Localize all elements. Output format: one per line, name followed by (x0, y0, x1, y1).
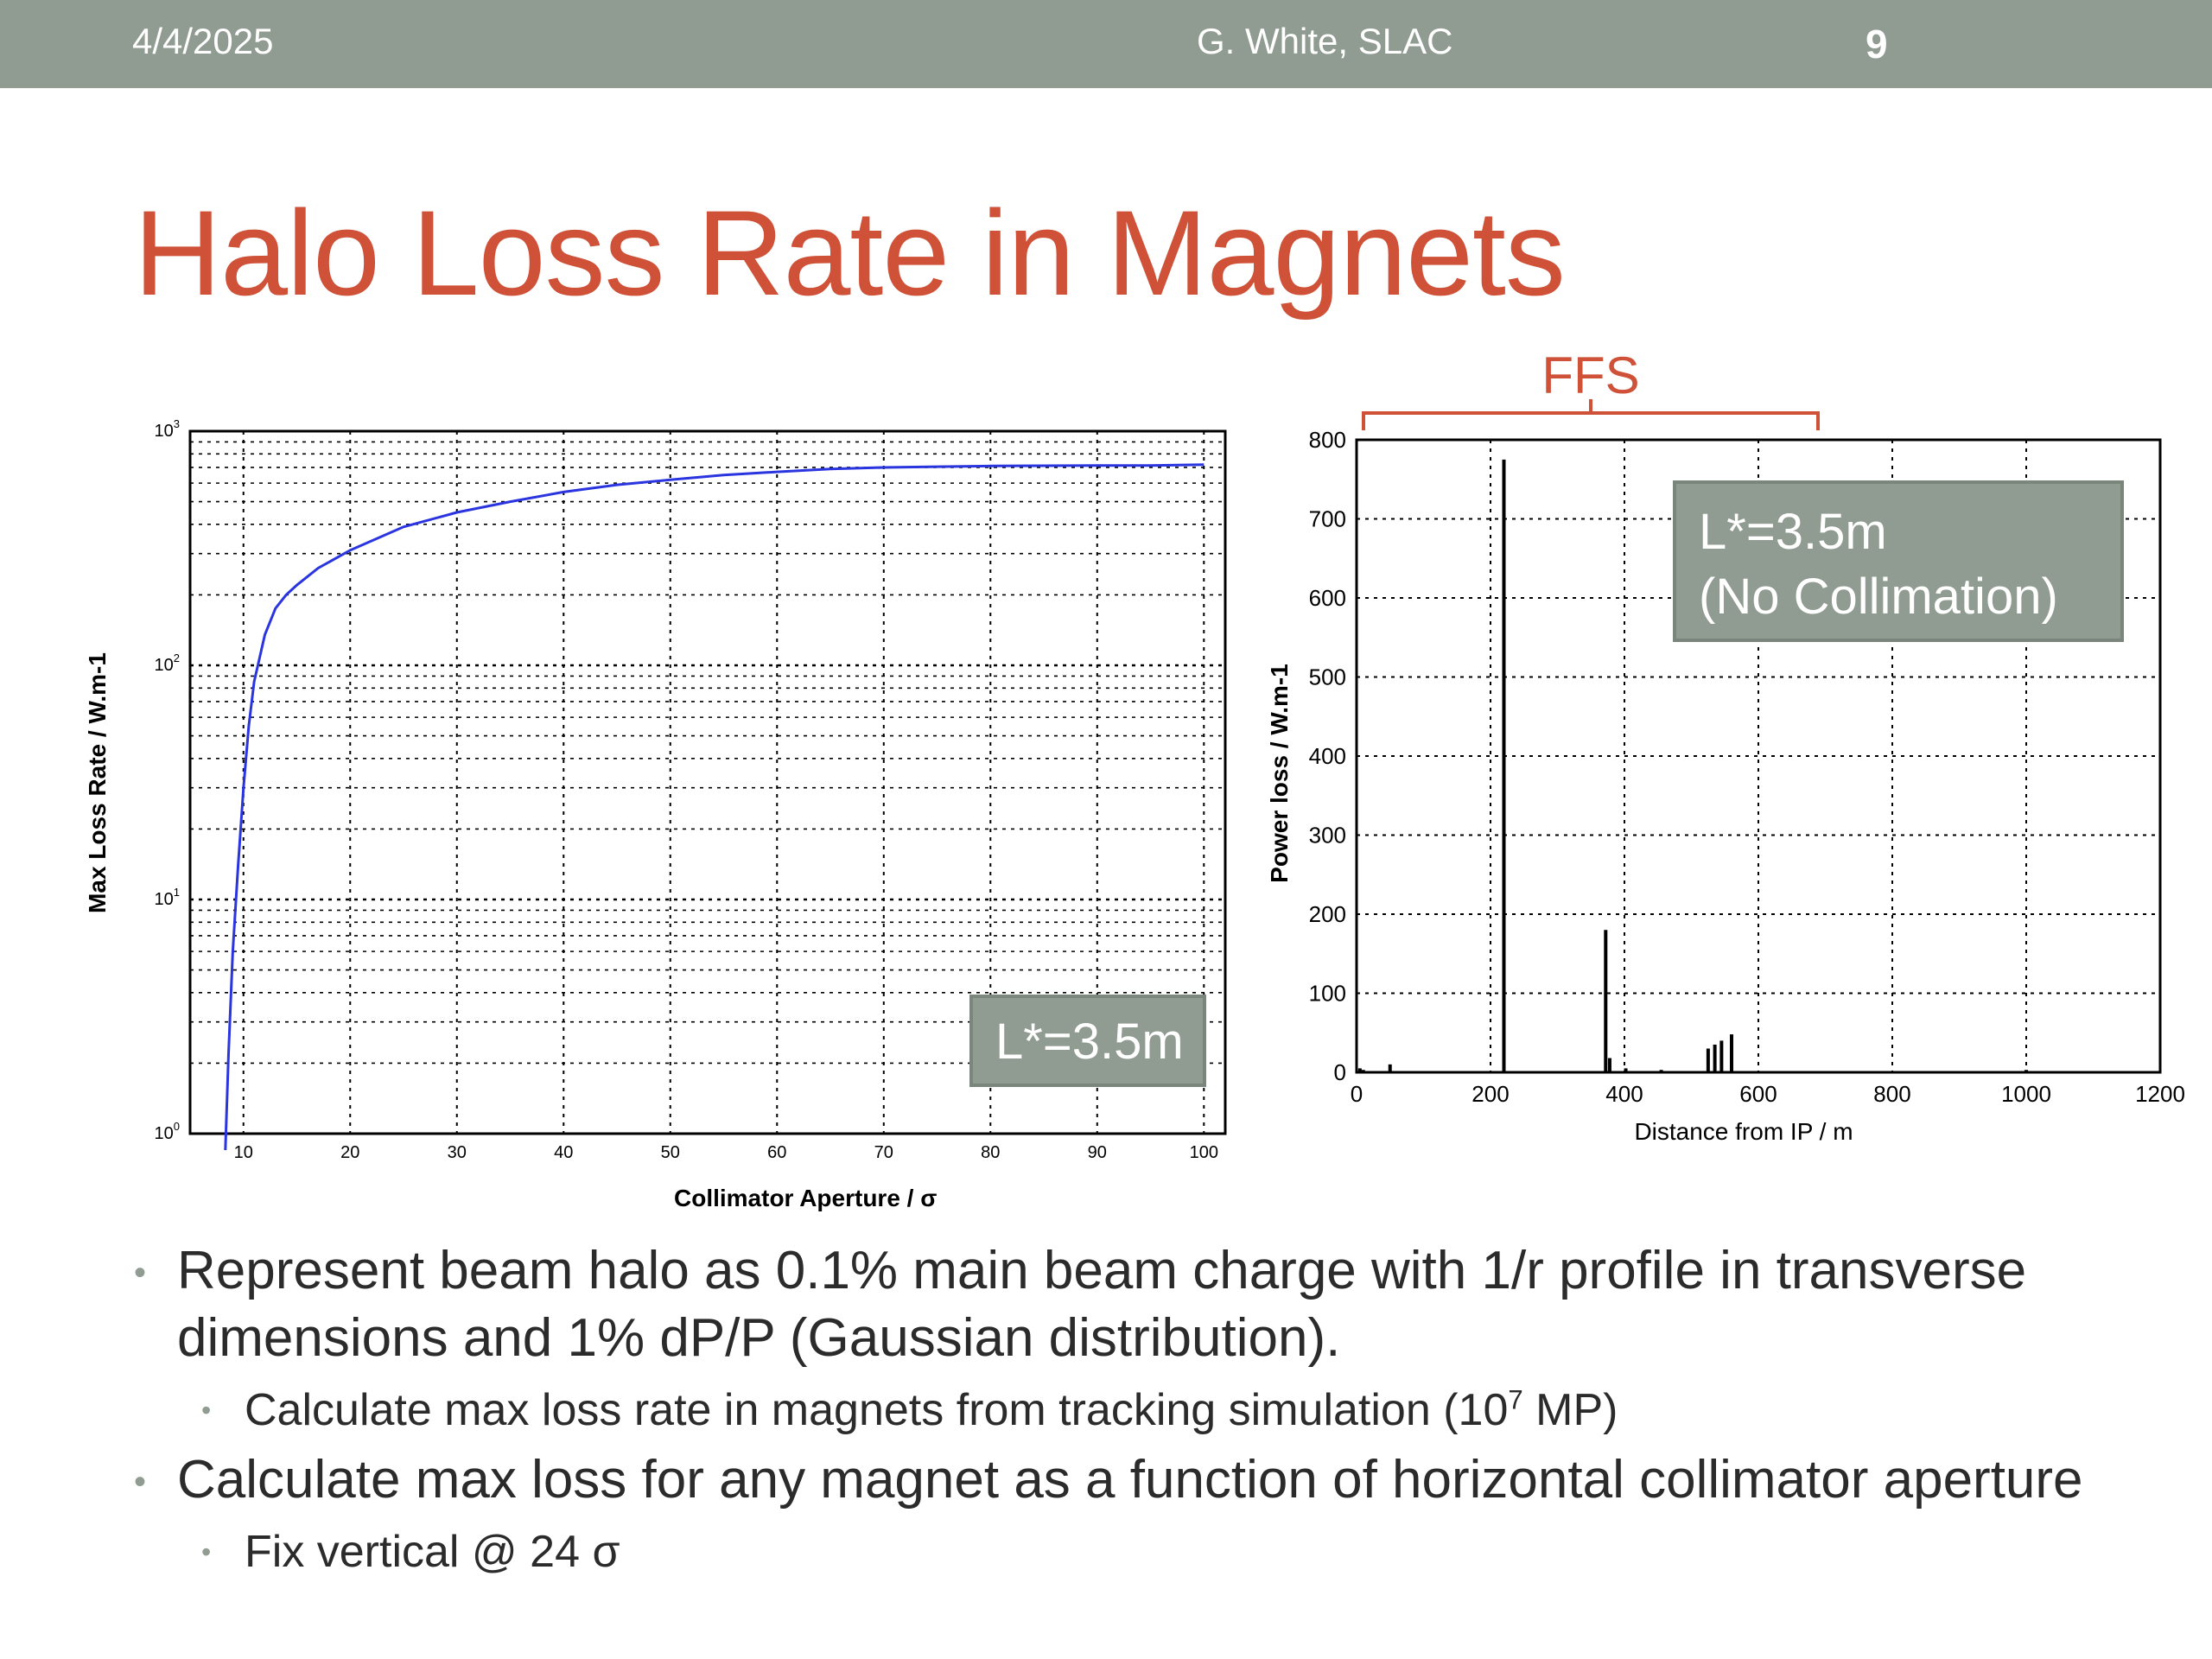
chart1-x-tick-label: 20 (340, 1143, 359, 1162)
bullet-dot-icon: • (134, 1254, 147, 1292)
chart1-x-axis-label: Collimator Aperture / σ (674, 1185, 937, 1211)
chart2-y-tick-label: 600 (1309, 585, 1346, 611)
chart2-x-tick-label: 200 (1471, 1081, 1509, 1107)
chart2-y-tick-label: 0 (1334, 1059, 1346, 1085)
ffs-label: FFS (1541, 346, 1639, 404)
chart2-y-tick-label: 500 (1309, 664, 1346, 690)
chart1-x-tick-label: 60 (767, 1143, 786, 1162)
chart2-x-tick-label: 1000 (2001, 1081, 2051, 1107)
sub-bullet-item: • Calculate max loss rate in magnets fro… (201, 1379, 2121, 1441)
bullet-dot-icon: • (134, 1463, 147, 1501)
bullet-text: Calculate max loss for any magnet as a f… (177, 1450, 2083, 1510)
chart2-x-tick-label: 800 (1873, 1081, 1910, 1107)
chart2-y-tick-label: 300 (1309, 823, 1346, 849)
chart1-y-axis-label: Max Loss Rate / W.m-1 (84, 652, 111, 913)
ffs-bracket: FFS (1362, 346, 1820, 430)
chart2-x-tick-label: 1200 (2135, 1081, 2185, 1107)
power-loss-vs-distance-chart: 0 200 400 600 800 1000 1200 0 100 200 300 400 500 600… (1266, 427, 2185, 1145)
sub-bullet-text: Calculate max loss rate in magnets from … (245, 1384, 1618, 1435)
chart1-series-line (224, 463, 1205, 1151)
page-number: 9 (1866, 22, 1888, 67)
chart1-y-tick-label: 102 (155, 652, 180, 675)
slide-title: Halo Loss Rate in Magnets (134, 185, 1566, 321)
right-annotation-box: L*=3.5m (No Collimation) (1673, 480, 2124, 642)
chart2-y-axis-label: Power loss / W.m-1 (1266, 664, 1293, 883)
left-box-label: L*=3.5m (995, 1014, 1184, 1070)
chart2-y-tick-label: 100 (1309, 981, 1346, 1007)
chart2-y-tick-label: 700 (1309, 506, 1346, 532)
chart2-x-tick-label: 400 (1605, 1081, 1643, 1107)
chart1-y-tick-label: 103 (155, 417, 180, 441)
bullet-item: • Represent beam halo as 0.1% main beam … (134, 1237, 2121, 1372)
left-annotation-box: L*=3.5m (969, 995, 1206, 1087)
bullet-text: Represent beam halo as 0.1% main beam ch… (177, 1241, 2027, 1368)
chart2-y-tick-label: 200 (1309, 901, 1346, 927)
chart2-x-axis-label: Distance from IP / m (1634, 1118, 1853, 1145)
bullet-list: • Represent beam halo as 0.1% main beam … (134, 1237, 2121, 1588)
slide-header: 4/4/2025 G. White, SLAC 9 (0, 0, 2212, 88)
figures-canvas: 10 20 30 40 50 60 70 80 90 100 100 101 102 103 Collim… (84, 346, 2185, 1211)
header-date: 4/4/2025 (132, 21, 274, 61)
chart2-x-tick-label: 600 (1739, 1081, 1777, 1107)
chart1-x-tick-label: 80 (981, 1143, 1000, 1162)
chart1-x-tick-label: 70 (874, 1143, 893, 1162)
chart1-y-tick-label: 100 (155, 1120, 180, 1143)
chart2-y-tick-label: 400 (1309, 743, 1346, 769)
bullet-dot-icon: • (201, 1536, 212, 1567)
chart1-x-tick-label: 50 (661, 1143, 680, 1162)
bullet-item: • Calculate max loss for any magnet as a… (134, 1446, 2121, 1514)
chart2-y-tick-label: 800 (1309, 427, 1346, 453)
chart1-x-tick-label: 90 (1088, 1143, 1107, 1162)
sub-bullet-text: Fix vertical @ 24 σ (245, 1527, 620, 1577)
chart2-x-tick-label: 0 (1351, 1081, 1363, 1107)
right-box-line1: L*=3.5m (1699, 504, 1887, 560)
header-author: G. White, SLAC (1197, 21, 1453, 61)
chart1-x-tick-label: 30 (448, 1143, 467, 1162)
sub-bullet-item: • Fix vertical @ 24 σ (201, 1521, 2121, 1583)
chart1-x-tick-label: 100 (1190, 1143, 1218, 1162)
chart1-x-tick-label: 10 (234, 1143, 253, 1162)
right-box-line2: (No Collimation) (1699, 569, 2058, 625)
bullet-dot-icon: • (201, 1395, 212, 1426)
loss-vs-aperture-chart: 10 20 30 40 50 60 70 80 90 100 100 101 102 103 Collim… (84, 417, 1227, 1211)
chart1-y-tick-label: 101 (155, 886, 180, 909)
chart1-x-tick-label: 40 (554, 1143, 573, 1162)
